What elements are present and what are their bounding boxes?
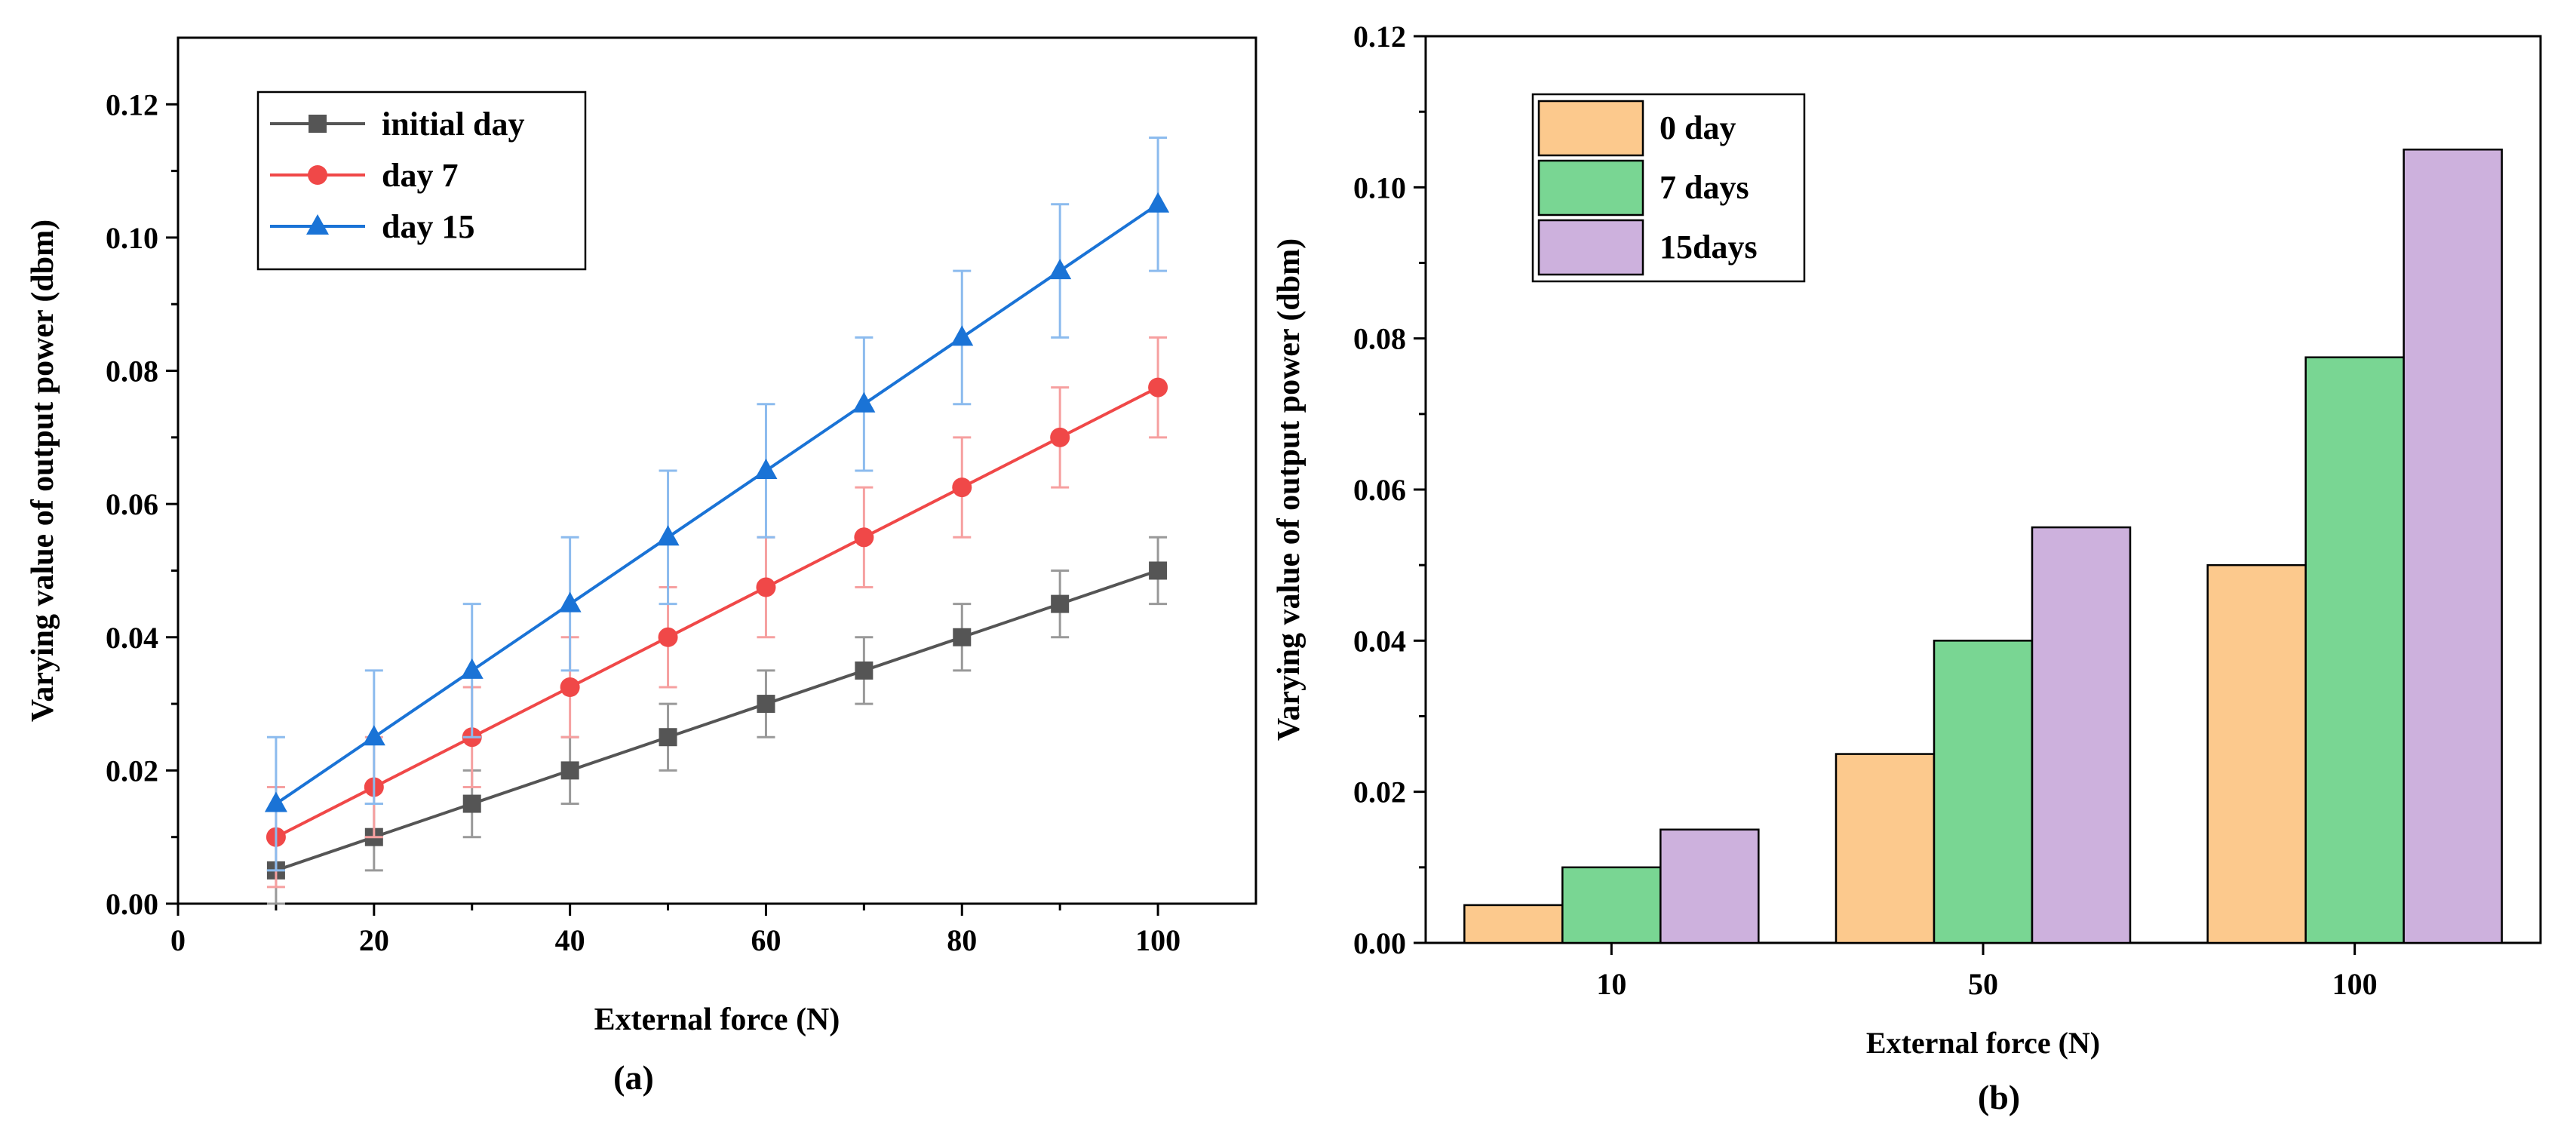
legend-swatch	[1537, 159, 1644, 216]
data-point	[1049, 259, 1072, 280]
y-tick-label-a: 0.08	[106, 355, 158, 388]
y-tick-label-b: 0.12	[1353, 20, 1406, 54]
x-tick-label-b: 100	[2332, 967, 2378, 1001]
bar	[2031, 526, 2132, 944]
y-axis-label-a: Varying value of output power (dbm)	[26, 220, 60, 722]
x-axis-label-a: External force (N)	[594, 1002, 840, 1037]
series-line	[275, 385, 1159, 839]
data-point	[855, 661, 874, 680]
bar	[1660, 828, 1760, 944]
data-point	[560, 677, 580, 697]
bar	[1561, 866, 1662, 944]
legend-swatch	[1537, 100, 1644, 157]
legend-marker	[308, 165, 327, 185]
legend-label: 7 days	[1660, 169, 1749, 206]
y-tick-label-b: 0.08	[1353, 322, 1406, 356]
legend-label: 0 day	[1660, 109, 1736, 146]
data-point	[1148, 377, 1168, 398]
data-point	[1147, 192, 1170, 213]
bar	[2206, 563, 2307, 944]
data-point	[952, 477, 972, 498]
data-point	[656, 525, 680, 546]
data-point	[953, 628, 972, 646]
y-tick-label-a: 0.02	[106, 754, 158, 788]
x-tick-label-a: 40	[555, 923, 585, 957]
legend-label: 15days	[1660, 229, 1758, 266]
y-tick-label-a: 0.00	[106, 887, 158, 921]
y-tick-label-a: 0.06	[106, 487, 158, 521]
x-axis-label-b: External force (N)	[1866, 1026, 2100, 1060]
x-tick-label-a: 20	[359, 923, 389, 957]
x-tick-label-a: 80	[947, 923, 977, 957]
y-tick-label-b: 0.06	[1353, 473, 1406, 507]
legend-marker	[306, 214, 329, 235]
legend-label: day 15	[382, 208, 474, 245]
data-point	[658, 627, 678, 647]
series-3-a	[264, 136, 1170, 872]
data-point	[757, 695, 775, 714]
x-tick-label-b: 50	[1968, 967, 1998, 1001]
x-tick-label-a: 0	[170, 923, 186, 957]
y-tick-label-b: 0.02	[1353, 775, 1406, 809]
series-line	[275, 569, 1159, 872]
data-point	[460, 658, 484, 679]
data-point	[754, 459, 778, 479]
series-1-a	[266, 536, 1168, 905]
x-tick-label-b: 10	[1596, 967, 1626, 1001]
data-point	[560, 761, 579, 780]
caption-a: (a)	[613, 1058, 654, 1097]
y-tick-label-b: 0.00	[1353, 926, 1406, 960]
legend-label: day 7	[382, 157, 458, 194]
data-point	[852, 391, 876, 413]
data-point	[756, 577, 776, 597]
legend-marker	[309, 115, 327, 133]
data-point	[1050, 427, 1070, 447]
bar	[2403, 149, 2503, 944]
data-point	[462, 794, 481, 813]
bar	[1835, 753, 1936, 944]
x-tick-label-a: 100	[1135, 923, 1181, 957]
y-tick-label-b: 0.10	[1353, 170, 1406, 204]
y-tick-label-b: 0.04	[1353, 624, 1406, 658]
data-point	[558, 591, 582, 613]
data-point	[1051, 594, 1070, 613]
series-line	[275, 203, 1159, 806]
data-point	[1149, 561, 1168, 580]
legend-b: 0 day 7 days 15days	[1531, 93, 1806, 283]
series-2-a	[266, 336, 1168, 889]
data-point	[362, 725, 385, 746]
plot-frame-a	[177, 36, 1257, 905]
data-point	[950, 325, 974, 346]
legend-swatch	[1537, 219, 1644, 276]
caption-b: (b)	[1978, 1078, 2020, 1116]
data-point	[854, 527, 874, 548]
y-tick-label-a: 0.10	[106, 221, 158, 255]
bar	[1463, 904, 1564, 944]
y-tick-label-a: 0.12	[106, 88, 158, 121]
legend-label: initial day	[382, 106, 525, 143]
panel-b: 0.00 0.02 0.04 0.06 0.08 0.10 0.12 10 50 100 Exter…	[1272, 20, 2542, 1116]
panel-a: 0 20 40 60 80 100 0.00 0.02 0.04 0.06 0.08 0.10 0.12…	[26, 36, 1257, 1097]
bar	[2304, 356, 2405, 944]
legend-a: initial day day 7 day 15	[256, 91, 587, 271]
x-tick-label-a: 60	[751, 923, 781, 957]
y-axis-label-b: Varying value of output power (dbm)	[1272, 238, 1306, 741]
data-point	[264, 791, 287, 812]
y-tick-label-a: 0.04	[106, 621, 158, 655]
bar	[1933, 640, 2034, 944]
data-point	[659, 728, 677, 747]
